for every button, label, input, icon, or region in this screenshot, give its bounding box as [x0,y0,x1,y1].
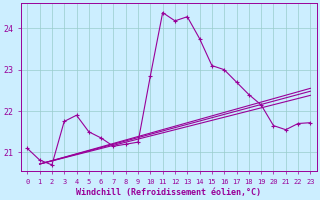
X-axis label: Windchill (Refroidissement éolien,°C): Windchill (Refroidissement éolien,°C) [76,188,261,197]
